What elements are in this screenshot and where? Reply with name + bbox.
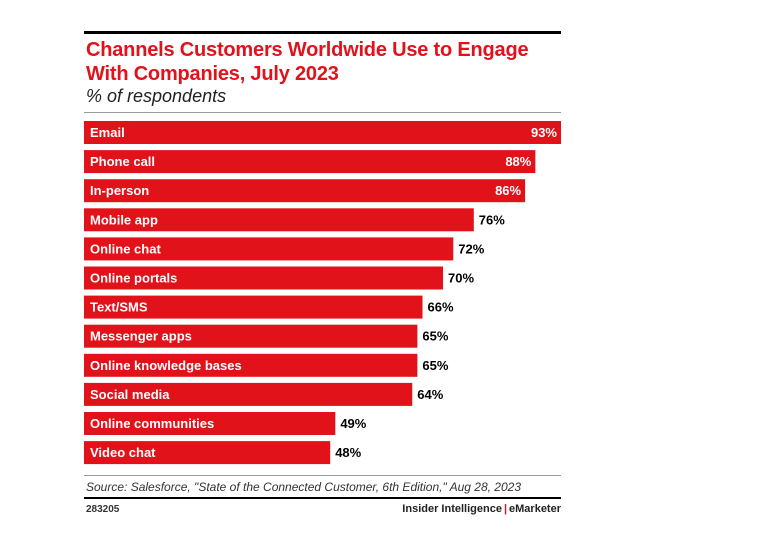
category-label: Mobile app	[90, 212, 158, 227]
bar	[84, 353, 418, 377]
brand-separator: |	[503, 503, 508, 515]
source-rule	[84, 475, 561, 476]
bar	[84, 295, 423, 319]
category-label: Text/SMS	[90, 300, 148, 315]
brand-right: eMarketer	[509, 503, 561, 515]
bar	[84, 266, 444, 290]
category-label: Online chat	[90, 241, 161, 256]
category-label: Social media	[90, 387, 170, 402]
bar-row: Online portals 70%	[84, 266, 474, 290]
brand-footer: Insider Intelligence | eMarketer	[402, 503, 561, 515]
value-label: 65%	[422, 358, 448, 373]
value-label: 86%	[495, 183, 521, 198]
chart-title: Channels Customers Worldwide Use to Enga…	[86, 39, 529, 85]
subtitle-rule	[84, 112, 561, 113]
value-label: 64%	[417, 387, 443, 402]
bar	[84, 150, 536, 174]
brand-left: Insider Intelligence	[402, 503, 502, 515]
bar-row: Mobile app 76%	[84, 208, 505, 232]
category-label: Online portals	[90, 271, 177, 286]
value-label: 72%	[458, 241, 484, 256]
bar	[84, 412, 336, 435]
value-label: 66%	[428, 300, 454, 315]
bar-row: Online chat 72%	[84, 237, 485, 261]
category-label: Online knowledge bases	[90, 358, 242, 373]
value-label: 76%	[479, 212, 505, 227]
category-label: Online communities	[90, 416, 214, 431]
bar-row: Social media 64%	[84, 382, 444, 406]
bottom-rule	[84, 497, 561, 499]
value-label: 88%	[505, 154, 531, 169]
bar-row: Messenger apps 65%	[84, 324, 449, 348]
bar	[84, 237, 454, 261]
category-label: In-person	[90, 183, 149, 198]
value-label: 70%	[448, 271, 474, 286]
bar	[84, 382, 413, 406]
bar	[84, 324, 418, 348]
chart-subtitle: % of respondents	[86, 86, 227, 106]
bar-row: Text/SMS 66%	[84, 295, 454, 319]
chart-id: 283205	[86, 504, 120, 515]
source-note: Source: Salesforce, "State of the Connec…	[86, 480, 522, 494]
bar	[84, 179, 526, 203]
bar	[84, 441, 331, 465]
value-label: 65%	[422, 329, 448, 344]
category-label: Video chat	[90, 445, 156, 460]
bar-row: Phone call 88%	[84, 150, 536, 174]
value-label: 48%	[335, 445, 361, 460]
bar-row: In-person 86%	[84, 179, 526, 203]
category-label: Email	[90, 125, 125, 140]
bar-row: Online knowledge bases 65%	[84, 353, 449, 377]
bar-row: Online communities 49%	[84, 412, 367, 435]
top-rule	[84, 31, 561, 34]
value-label: 93%	[531, 125, 557, 140]
bar	[84, 208, 474, 232]
bar-row: Video chat 48%	[84, 441, 362, 465]
bar	[84, 121, 561, 144]
bar-row: Email 93%	[84, 121, 561, 144]
category-label: Messenger apps	[90, 329, 192, 344]
value-label: 49%	[340, 416, 366, 431]
category-label: Phone call	[90, 154, 155, 169]
